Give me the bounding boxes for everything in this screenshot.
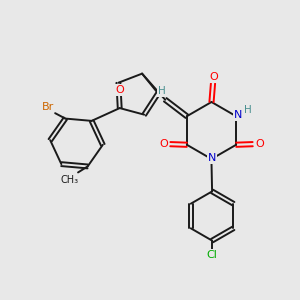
Text: N: N bbox=[233, 110, 242, 120]
Text: Br: Br bbox=[42, 102, 54, 112]
Text: O: O bbox=[159, 139, 168, 149]
Text: N: N bbox=[208, 153, 217, 163]
Text: O: O bbox=[116, 85, 124, 94]
Text: O: O bbox=[255, 139, 264, 149]
Text: O: O bbox=[209, 72, 218, 82]
Text: CH₃: CH₃ bbox=[61, 175, 79, 184]
Text: H: H bbox=[244, 105, 251, 115]
Text: Cl: Cl bbox=[207, 250, 218, 260]
Text: H: H bbox=[158, 86, 166, 96]
